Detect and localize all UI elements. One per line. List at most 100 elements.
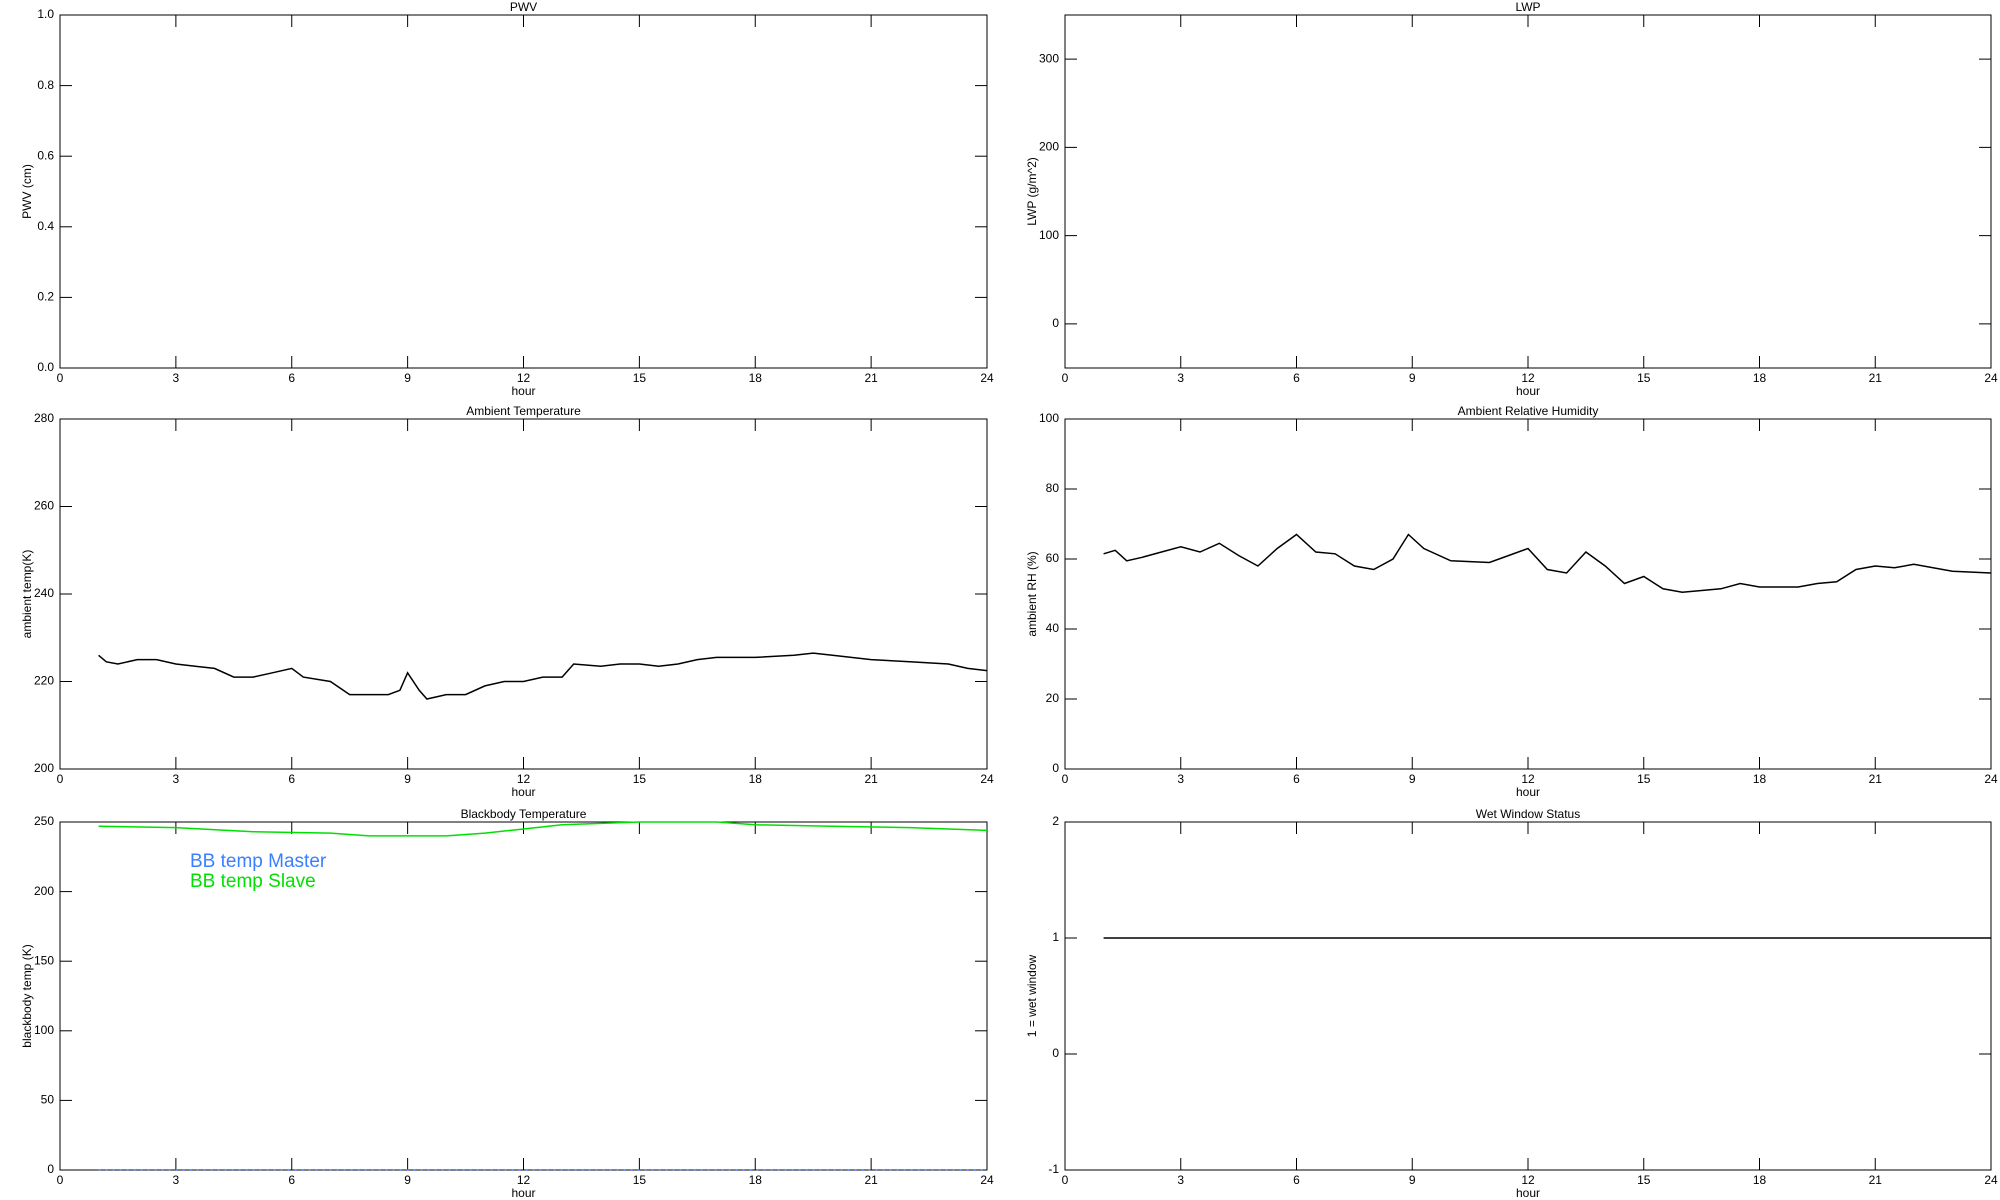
data-line (98, 652, 988, 700)
x-tick-label: 21 (864, 371, 878, 385)
plot-frame (1064, 418, 1992, 770)
y-tick-label: 150 (34, 953, 54, 967)
x-tick-label: 9 (404, 772, 411, 786)
y-tick-label: 0.2 (37, 290, 54, 304)
x-axis-label: hour (1516, 1186, 1540, 1200)
x-tick-label: 18 (749, 1173, 763, 1187)
y-tick-label: 240 (34, 586, 54, 600)
x-axis-label: hour (511, 785, 535, 799)
chart-title: Wet Window Status (1476, 807, 1580, 821)
x-tick-label: 24 (980, 1173, 994, 1187)
legend-entry: BB temp Slave (190, 871, 316, 892)
panel: Wet Window Status hour 1 = wet window 0 3 6 9 1… (1025, 807, 1998, 1200)
x-tick-label: 18 (749, 772, 763, 786)
y-axis-label: LWP (g/m^2) (1025, 157, 1039, 226)
x-tick-label: 0 (1062, 1173, 1069, 1187)
y-tick-label: 100 (1039, 411, 1059, 425)
panel: PWV hour PWV (cm) 0 3 6 9 12 15 18 21 24 0.0 0.2 0.4 0.… (20, 0, 994, 398)
chart-title: LWP (1515, 0, 1540, 14)
x-tick-label: 15 (1637, 772, 1651, 786)
x-tick-label: 12 (1521, 1173, 1535, 1187)
x-tick-label: 21 (864, 772, 878, 786)
x-tick-label: 21 (1869, 1173, 1883, 1187)
x-tick-label: 18 (1753, 371, 1767, 385)
y-tick-label: 40 (1046, 621, 1060, 635)
x-tick-label: 6 (1293, 1173, 1300, 1187)
y-axis-label: blackbody temp (K) (20, 944, 34, 1047)
plot-frame (59, 14, 988, 369)
x-tick-label: 15 (633, 1173, 647, 1187)
x-tick-label: 12 (517, 772, 531, 786)
x-tick-label: 15 (633, 772, 647, 786)
y-tick-label: -1 (1048, 1162, 1059, 1176)
x-tick-label: 18 (1753, 772, 1767, 786)
x-tick-label: 6 (1293, 772, 1300, 786)
x-tick-label: 18 (749, 371, 763, 385)
y-tick-label: 220 (34, 674, 54, 688)
y-tick-label: 260 (34, 499, 54, 513)
y-tick-label: 60 (1046, 551, 1060, 565)
x-axis-label: hour (1516, 384, 1540, 398)
x-tick-label: 0 (1062, 772, 1069, 786)
x-tick-label: 0 (57, 371, 64, 385)
x-tick-label: 3 (1177, 371, 1184, 385)
x-tick-label: 3 (173, 371, 180, 385)
x-tick-label: 15 (1637, 371, 1651, 385)
y-tick-label: 1.0 (37, 7, 54, 21)
x-tick-label: 12 (517, 371, 531, 385)
panel: LWP hour LWP (g/m^2) 0 3 6 9 12 15 18 21 24 0 100 200 3… (1025, 0, 1998, 398)
data-line (1103, 533, 1992, 594)
chart-title: PWV (510, 0, 537, 14)
x-tick-label: 3 (173, 1173, 180, 1187)
x-tick-label: 24 (1984, 1173, 1998, 1187)
chart-title: Blackbody Temperature (461, 807, 587, 821)
plot-frame (1064, 821, 1992, 1171)
x-tick-label: 21 (864, 1173, 878, 1187)
x-tick-label: 9 (1409, 772, 1416, 786)
x-tick-label: 12 (1521, 772, 1535, 786)
x-tick-label: 21 (1869, 371, 1883, 385)
x-tick-label: 6 (1293, 371, 1300, 385)
x-tick-label: 9 (404, 1173, 411, 1187)
x-tick-label: 21 (1869, 772, 1883, 786)
plot-frame (59, 418, 988, 770)
y-tick-label: 20 (1046, 691, 1060, 705)
plot-frame (1064, 14, 1992, 369)
y-tick-label: 2 (1052, 814, 1059, 828)
chart-title: Ambient Relative Humidity (1458, 404, 1599, 418)
y-tick-label: 50 (41, 1093, 55, 1107)
y-tick-label: 0.8 (37, 78, 54, 92)
y-tick-label: 300 (1039, 51, 1059, 65)
x-tick-label: 0 (57, 1173, 64, 1187)
x-axis-label: hour (511, 384, 535, 398)
y-axis-label: ambient RH (%) (1025, 551, 1039, 636)
y-axis-label: ambient temp(K) (20, 550, 34, 639)
y-tick-label: 0 (47, 1162, 54, 1176)
y-axis-label: PWV (cm) (20, 164, 34, 219)
y-tick-label: 0.6 (37, 148, 54, 162)
y-tick-label: 0 (1052, 316, 1059, 330)
y-tick-label: 200 (34, 761, 54, 775)
x-tick-label: 24 (980, 371, 994, 385)
x-tick-label: 3 (1177, 1173, 1184, 1187)
x-tick-label: 12 (1521, 371, 1535, 385)
y-tick-label: 100 (34, 1023, 54, 1037)
y-tick-label: 100 (1039, 228, 1059, 242)
panel: Ambient Temperature hour ambient temp(K) 0 3… (20, 404, 994, 799)
y-tick-label: 250 (34, 814, 54, 828)
x-tick-label: 15 (1637, 1173, 1651, 1187)
y-tick-label: 1 (1052, 930, 1059, 944)
x-tick-label: 6 (288, 371, 295, 385)
x-tick-label: 6 (288, 1173, 295, 1187)
y-tick-label: 200 (1039, 140, 1059, 154)
x-tick-label: 0 (1062, 371, 1069, 385)
x-tick-label: 9 (404, 371, 411, 385)
data-line (98, 821, 988, 837)
y-tick-label: 0 (1052, 1046, 1059, 1060)
x-tick-label: 15 (633, 371, 647, 385)
x-tick-label: 9 (1409, 1173, 1416, 1187)
chart-title: Ambient Temperature (466, 404, 581, 418)
x-axis-label: hour (1516, 785, 1540, 799)
x-tick-label: 0 (57, 772, 64, 786)
